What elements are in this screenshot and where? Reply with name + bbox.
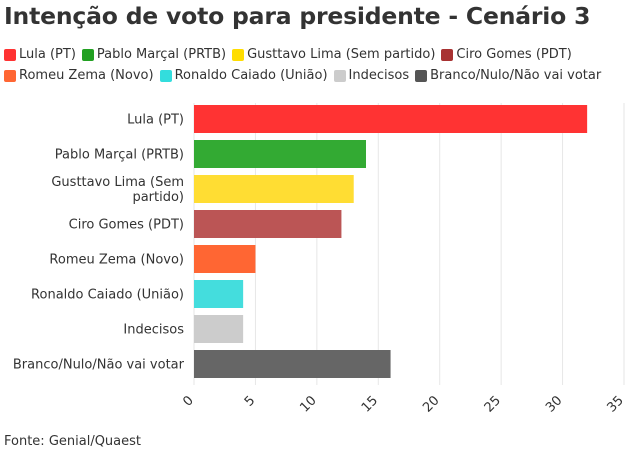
legend-item-lula: Lula (PT) bbox=[4, 47, 76, 62]
legend: Lula (PT) Pablo Marçal (PRTB) Gusttavo L… bbox=[4, 44, 634, 86]
category-label: Indecisos bbox=[123, 323, 184, 338]
category-label: Branco/Nulo/Não vai votar bbox=[13, 358, 185, 373]
legend-label: Pablo Marçal (PRTB) bbox=[96, 47, 227, 62]
legend-item-ronaldo-caiado: Ronaldo Caiado (União) bbox=[159, 68, 328, 83]
legend-label: Branco/Nulo/Não vai votar bbox=[430, 68, 602, 83]
bar bbox=[194, 105, 588, 133]
legend-label: Ciro Gomes (PDT) bbox=[456, 47, 572, 62]
x-tick-label: 30 bbox=[543, 393, 565, 415]
legend-swatch bbox=[4, 69, 16, 82]
legend-swatch bbox=[441, 48, 454, 61]
bar bbox=[194, 315, 244, 343]
x-tick-label: 5 bbox=[242, 393, 258, 409]
category-label: Ciro Gomes (PDT) bbox=[69, 218, 184, 233]
source-note: Fonte: Genial/Quaest bbox=[4, 434, 142, 449]
legend-swatch bbox=[232, 48, 245, 61]
category-label: Ronaldo Caiado (União) bbox=[31, 288, 184, 303]
legend-swatch bbox=[81, 48, 94, 61]
chart-title: Intenção de voto para presidente - Cenár… bbox=[4, 2, 591, 30]
x-tick-label: 20 bbox=[420, 393, 442, 415]
bar bbox=[194, 245, 256, 273]
legend-label: Gusttavo Lima (Sem partido) bbox=[247, 47, 436, 62]
legend-row: Romeu Zema (Novo) Ronaldo Caiado (União)… bbox=[4, 65, 634, 86]
bar bbox=[194, 140, 366, 168]
x-tick-label: 35 bbox=[605, 393, 627, 415]
legend-swatch bbox=[415, 69, 428, 82]
x-tick-label: 10 bbox=[297, 393, 319, 415]
legend-swatch bbox=[159, 69, 172, 82]
legend-item-indecisos: Indecisos bbox=[333, 68, 410, 83]
legend-item-ciro-gomes: Ciro Gomes (PDT) bbox=[441, 47, 572, 62]
x-tick-label: 15 bbox=[359, 393, 381, 415]
legend-row: Lula (PT) Pablo Marçal (PRTB) Gusttavo L… bbox=[4, 44, 634, 65]
legend-item-romeu-zema: Romeu Zema (Novo) bbox=[4, 68, 154, 83]
legend-item-branco-nulo: Branco/Nulo/Não vai votar bbox=[415, 68, 601, 83]
category-label: Pablo Marçal (PRTB) bbox=[55, 148, 184, 163]
legend-label: Lula (PT) bbox=[19, 47, 76, 62]
legend-item-gusttavo-lima: Gusttavo Lima (Sem partido) bbox=[232, 47, 435, 62]
legend-swatch bbox=[333, 69, 346, 82]
category-label: Gusttavo Lima (Sem partido) bbox=[51, 175, 184, 205]
bar bbox=[194, 350, 391, 378]
x-tick-label: 25 bbox=[482, 393, 504, 415]
bar bbox=[194, 175, 354, 203]
legend-label: Ronaldo Caiado (União) bbox=[174, 68, 328, 83]
bar bbox=[194, 210, 342, 238]
legend-label: Romeu Zema (Novo) bbox=[19, 68, 154, 83]
bar bbox=[194, 280, 244, 308]
category-label: Lula (PT) bbox=[127, 113, 184, 128]
bar-chart: 0 5 10 15 20 25 30 35 Lula (PT) Pablo Marçal (PRT… bbox=[13, 103, 627, 416]
legend-item-pablo-marcal: Pablo Marçal (PRTB) bbox=[81, 47, 227, 62]
legend-swatch bbox=[4, 48, 16, 61]
legend-label: Indecisos bbox=[348, 68, 410, 83]
x-tick-label: 0 bbox=[180, 393, 196, 409]
category-label: Romeu Zema (Novo) bbox=[49, 253, 184, 268]
